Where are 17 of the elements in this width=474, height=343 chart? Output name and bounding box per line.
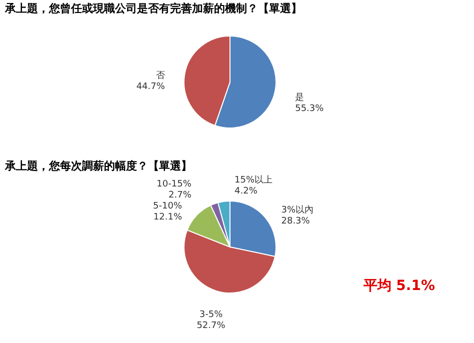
- data-label: 2.7%: [168, 190, 192, 200]
- slice-label: 15%以上: [234, 174, 273, 186]
- slice-label: 3%以內: [281, 204, 314, 216]
- data-label: 55.3%: [295, 104, 324, 114]
- chart-title: 承上題，您每次調薪的幅度？【單選】: [4, 160, 192, 173]
- data-label: 52.7%: [196, 321, 226, 332]
- slice-label: 是: [295, 92, 304, 103]
- text: 平均 5.1%: [362, 278, 435, 294]
- chart-title: 承上題，您曾任或現職公司是否有完善加薪的機制？【單選】: [4, 2, 302, 15]
- slice-label: 否: [156, 71, 165, 82]
- slice-label: 10-15%: [156, 179, 192, 190]
- data-label: 4.2%: [234, 186, 258, 197]
- data-label: 28.3%: [281, 216, 310, 226]
- slice-label: 3-5%: [199, 310, 224, 320]
- slice-label: 5-10%: [153, 202, 182, 212]
- data-label: 12.1%: [153, 212, 182, 223]
- data-label: 44.7%: [136, 82, 166, 92]
